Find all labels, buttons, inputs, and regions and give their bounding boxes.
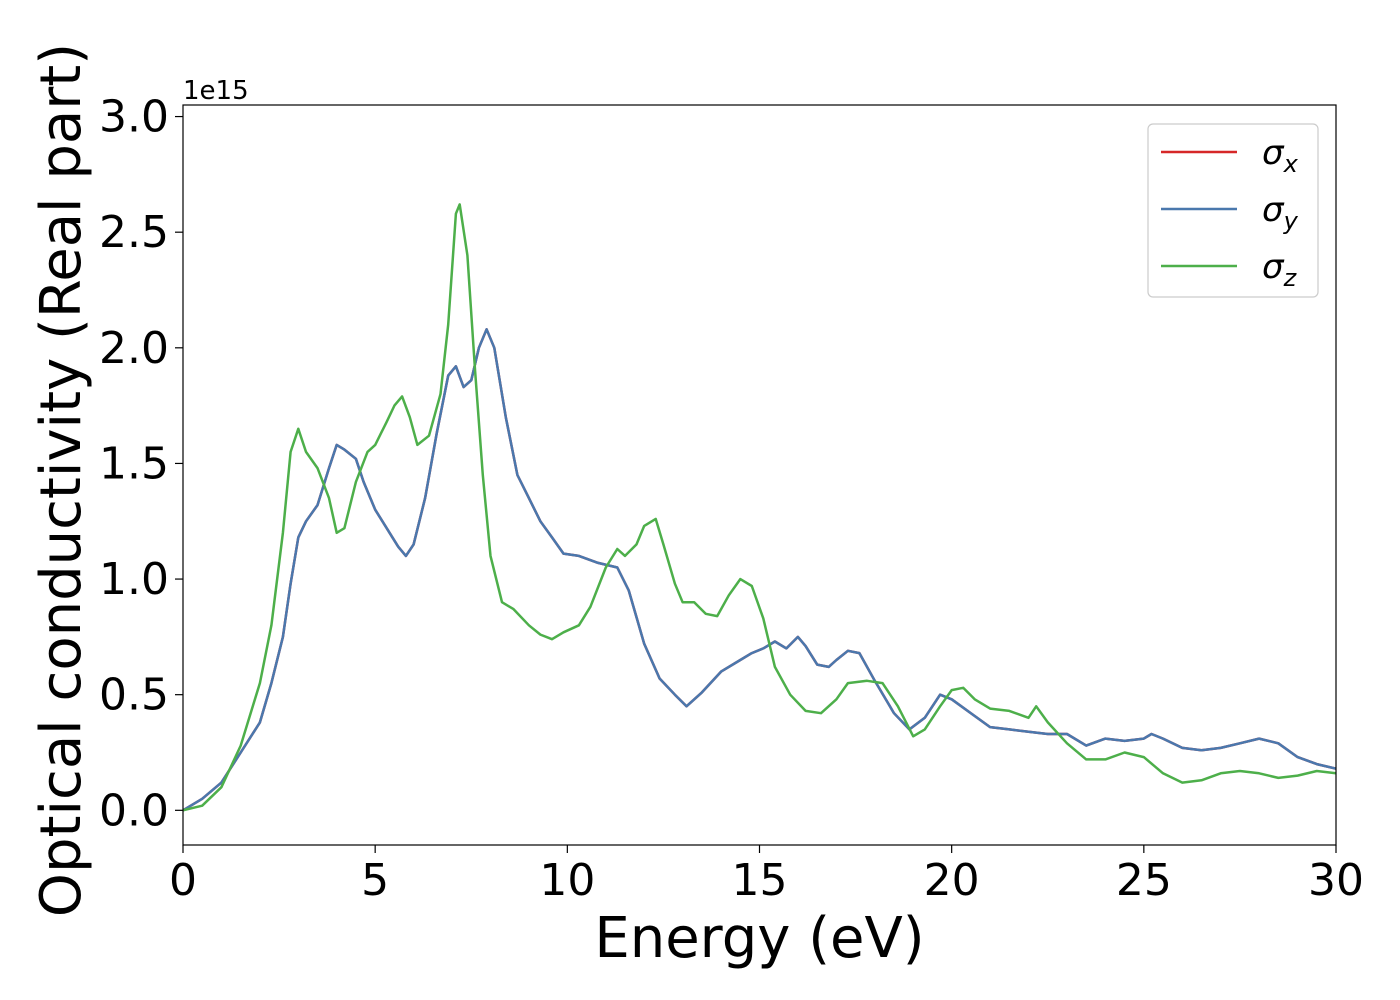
legend-label-y: σy: [1262, 190, 1299, 235]
y-tick-label: 0.0: [99, 785, 169, 836]
axes: 1e15 Energy (eV) Optical conductivity (R…: [29, 43, 1364, 971]
x-tick-label: 20: [924, 855, 980, 906]
legend-box: [1147, 123, 1319, 298]
legend: σx σy σz: [1147, 123, 1319, 298]
x-axis-label: Energy (eV): [594, 906, 924, 971]
y-axis-label: Optical conductivity (Real part): [29, 43, 94, 917]
y-tick-label: 3.0: [99, 92, 169, 143]
y-tick-label: 0.5: [99, 670, 169, 721]
legend-label-z: σz: [1262, 247, 1298, 292]
y-tick-label: 2.5: [99, 207, 169, 258]
series-line-y: [183, 328, 1336, 812]
y-offset-label: 1e15: [183, 76, 249, 106]
plot-area: [183, 203, 1336, 812]
x-tick-label: 5: [361, 855, 389, 906]
x-tick-label: 10: [539, 855, 595, 906]
x-tick-label: 0: [169, 855, 197, 906]
x-tick-label: 15: [732, 855, 788, 906]
x-tick-label: 25: [1116, 855, 1172, 906]
legend-label-x: σx: [1262, 133, 1299, 178]
x-tick-label: 30: [1308, 855, 1364, 906]
y-tick-label: 1.0: [99, 554, 169, 605]
series-line-z: [183, 203, 1336, 812]
y-tick-label: 2.0: [99, 323, 169, 374]
y-tick-label: 1.5: [99, 438, 169, 489]
